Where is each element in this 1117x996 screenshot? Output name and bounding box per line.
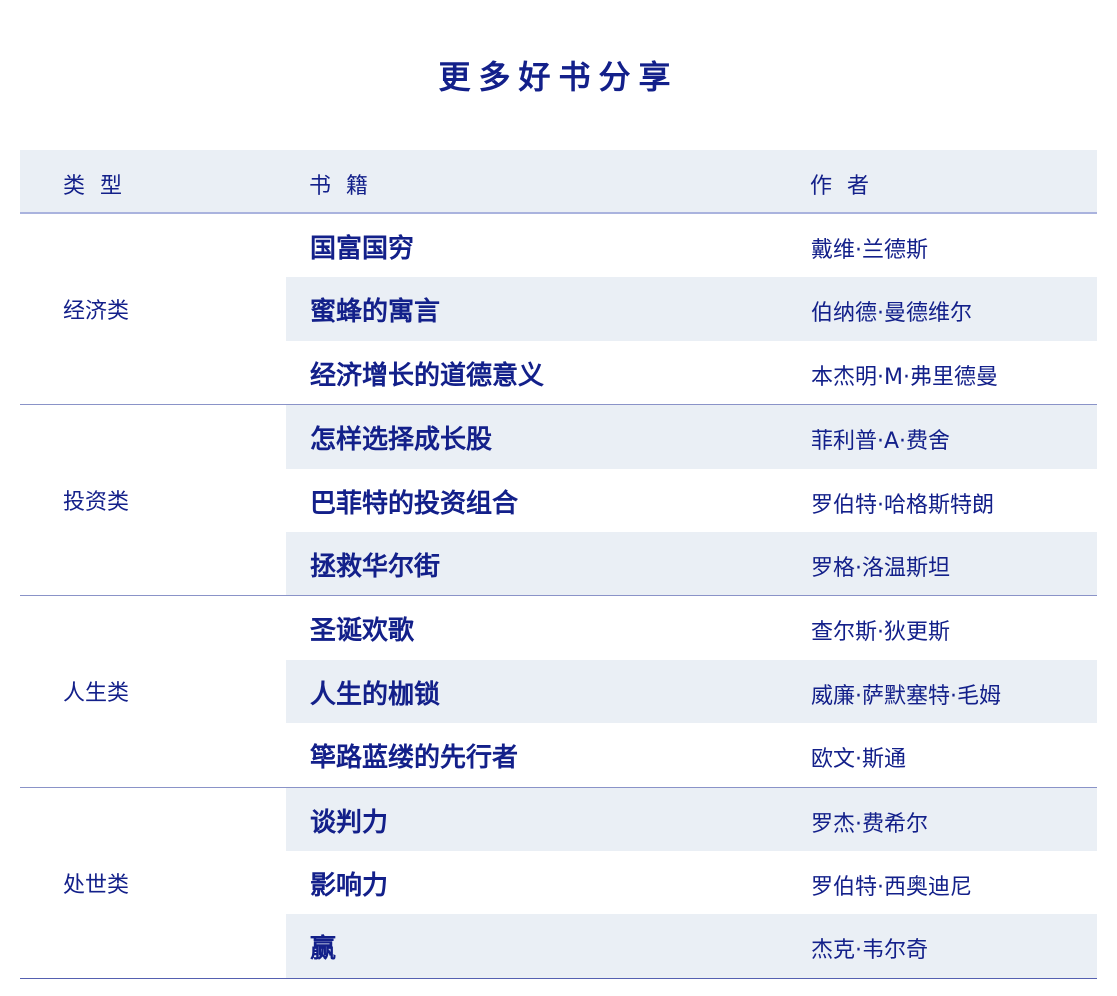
book-author: 伯纳德·曼德维尔: [811, 301, 972, 327]
book-author: 欧文·斯通: [811, 747, 906, 773]
category-group: 人生类 圣诞欢歌 查尔斯·狄更斯人生的枷锁 威廉·萨默塞特·毛姆筚路蓝缕的先行者 欧文·…: [20, 596, 1097, 788]
book-author: 威廉·萨默塞特·毛姆: [811, 683, 1001, 709]
book-title: 人生的枷锁: [310, 679, 441, 710]
book-title: 怎样选择成长股: [310, 425, 493, 456]
book-author: 罗格·洛温斯坦: [811, 555, 950, 581]
book-author: 查尔斯·狄更斯: [811, 620, 950, 646]
book-title: 经济增长的道德意义: [310, 360, 545, 391]
book-author: 菲利普·A·费舍: [811, 429, 951, 455]
table-row: 拯救华尔街 罗格·洛温斯坦: [286, 531, 1097, 596]
category-group: 投资类 怎样选择成长股 菲利普·A·费舍巴菲特的投资组合 罗伯特·哈格斯特朗拯救华尔街…: [20, 405, 1097, 597]
table-header: 类 型 书 籍 作 者: [20, 150, 1097, 214]
page-title: 更多好书分享: [438, 58, 679, 96]
book-title: 巴菲特的投资组合: [310, 488, 519, 519]
table-row: 巴菲特的投资组合 罗伯特·哈格斯特朗: [286, 469, 1097, 532]
book-title: 赢: [310, 934, 337, 965]
book-table: 类 型 书 籍 作 者 经济类 国富国穷 戴维·兰德斯 蜜蜂的寓言 伯纳德·曼德维尔 经济…: [20, 150, 1097, 979]
book-title: 国富国穷: [310, 234, 415, 264]
table-row: 赢 杰克·韦尔奇: [286, 914, 1097, 978]
table-row: 怎样选择成长股 菲利普·A·费舍: [286, 405, 1097, 469]
book-author: 杰克·韦尔奇: [811, 938, 928, 964]
book-title: 拯救华尔街: [310, 551, 441, 582]
book-author: 本杰明·M·弗里德曼: [811, 364, 998, 390]
book-author: 罗伯特·哈格斯特朗: [811, 492, 994, 518]
category-group: 经济类 国富国穷 戴维·兰德斯蜜蜂的寓言 伯纳德·曼德维尔经济增长的道德意义 本杰明·M…: [20, 214, 1097, 406]
table-row: 经济增长的道德意义 本杰明·M·弗里德曼: [286, 341, 1097, 404]
table-row: 筚路蓝缕的先行者 欧文·斯通: [286, 723, 1097, 786]
category-label: 人生类: [63, 681, 130, 707]
book-title: 筚路蓝缕的先行者: [310, 743, 519, 774]
table-row: 影响力 罗伯特·西奥迪尼: [286, 851, 1097, 914]
book-author: 戴维·兰德斯: [811, 238, 928, 263]
category-group: 处世类 谈判力 罗杰·费希尔影响力 罗伯特·西奥迪尼赢 杰克·韦尔奇: [20, 787, 1097, 979]
table-row: 人生的枷锁 威廉·萨默塞特·毛姆: [286, 659, 1097, 724]
header-book: 书 籍: [309, 174, 372, 199]
table-row: 谈判力 罗杰·费希尔: [286, 787, 1097, 851]
category-label: 投资类: [63, 490, 130, 516]
category-label: 处世类: [63, 872, 130, 898]
table-row: 圣诞欢歌 查尔斯·狄更斯: [286, 596, 1097, 659]
book-author: 罗杰·费希尔: [811, 811, 928, 837]
book-title: 圣诞欢歌: [310, 616, 415, 647]
book-title: 蜜蜂的寓言: [310, 297, 441, 328]
table-row: 蜜蜂的寓言 伯纳德·曼德维尔: [286, 277, 1097, 341]
book-author: 罗伯特·西奥迪尼: [811, 874, 972, 900]
book-title: 影响力: [310, 870, 389, 901]
table-row: 国富国穷 戴维·兰德斯: [286, 214, 1097, 277]
category-label: 经济类: [63, 299, 130, 325]
book-title: 谈判力: [310, 807, 389, 838]
header-author: 作 者: [810, 174, 873, 199]
header-type: 类 型: [63, 174, 126, 199]
